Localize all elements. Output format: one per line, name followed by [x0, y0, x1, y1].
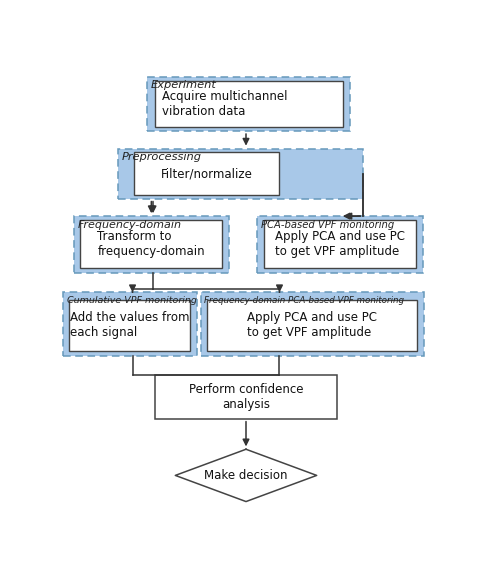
FancyBboxPatch shape: [264, 220, 416, 268]
Text: Filter/normalize: Filter/normalize: [161, 168, 253, 181]
FancyBboxPatch shape: [118, 148, 363, 199]
FancyBboxPatch shape: [257, 216, 423, 273]
FancyBboxPatch shape: [81, 220, 222, 268]
Text: PCA-based VPF monitoring: PCA-based VPF monitoring: [261, 220, 394, 230]
FancyBboxPatch shape: [134, 152, 279, 195]
Text: Acquire multichannel
vibration data: Acquire multichannel vibration data: [162, 91, 287, 118]
Text: Frequency-domain: Frequency-domain: [78, 220, 182, 230]
FancyBboxPatch shape: [69, 300, 190, 351]
Text: Experiment: Experiment: [151, 80, 217, 90]
FancyBboxPatch shape: [74, 216, 228, 273]
Text: Add the values from
each signal: Add the values from each signal: [70, 311, 190, 340]
Text: Transform to
frequency-domain: Transform to frequency-domain: [97, 230, 205, 259]
Text: Make decision: Make decision: [204, 469, 288, 482]
FancyBboxPatch shape: [155, 82, 343, 127]
Text: Preprocessing: Preprocessing: [121, 152, 202, 162]
FancyBboxPatch shape: [155, 375, 337, 419]
Text: Cumulative VPF monitoring: Cumulative VPF monitoring: [67, 296, 197, 305]
Text: Frequency-domain PCA-based VPF monitoring: Frequency-domain PCA-based VPF monitorin…: [204, 296, 404, 305]
FancyBboxPatch shape: [147, 76, 350, 131]
FancyBboxPatch shape: [201, 293, 424, 355]
Text: Perform confidence
analysis: Perform confidence analysis: [189, 383, 303, 411]
Text: Apply PCA and use PC
to get VPF amplitude: Apply PCA and use PC to get VPF amplitud…: [275, 230, 405, 259]
FancyBboxPatch shape: [207, 300, 417, 351]
Text: Apply PCA and use PC
to get VPF amplitude: Apply PCA and use PC to get VPF amplitud…: [247, 311, 377, 340]
FancyBboxPatch shape: [63, 293, 197, 355]
